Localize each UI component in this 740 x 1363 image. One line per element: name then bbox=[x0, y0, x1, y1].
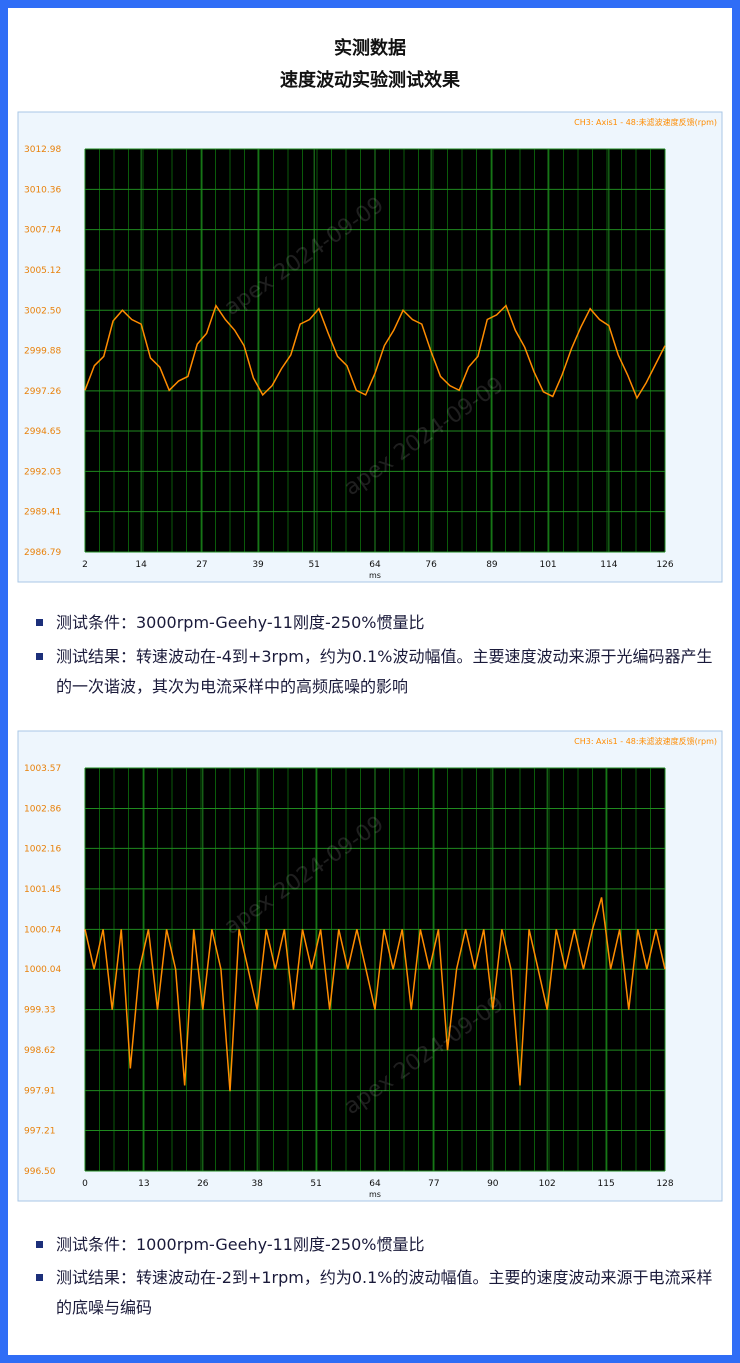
x-tick-label: 126 bbox=[656, 560, 673, 570]
x-axis-label: ms bbox=[369, 571, 381, 580]
y-tick-label: 3007.74 bbox=[24, 226, 61, 236]
x-axis-label: ms bbox=[369, 1190, 381, 1199]
x-tick-label: 64 bbox=[369, 560, 381, 570]
y-tick-label: 2997.26 bbox=[24, 387, 61, 397]
x-tick-label: 128 bbox=[656, 1179, 673, 1189]
x-tick-label: 13 bbox=[138, 1179, 149, 1189]
y-tick-label: 997.91 bbox=[24, 1087, 56, 1097]
x-tick-label: 76 bbox=[425, 560, 437, 570]
y-tick-label: 2999.88 bbox=[24, 347, 61, 357]
y-tick-label: 1002.16 bbox=[24, 844, 61, 854]
y-tick-label: 1000.74 bbox=[24, 925, 61, 935]
charts: 2986.792989.412992.032994.652997.262999.… bbox=[17, 111, 723, 1202]
y-tick-label: 2986.79 bbox=[24, 548, 61, 558]
y-tick-label: 2992.03 bbox=[24, 467, 61, 477]
x-tick-label: 102 bbox=[539, 1179, 556, 1189]
x-tick-label: 0 bbox=[82, 1179, 88, 1189]
y-tick-label: 998.62 bbox=[24, 1046, 56, 1056]
legend-label: CH3: Axis1 - 48:未滤波速度反馈(rpm) bbox=[574, 736, 717, 746]
y-tick-label: 1001.45 bbox=[24, 885, 61, 895]
y-tick-label: 3010.36 bbox=[24, 185, 61, 195]
x-tick-label: 14 bbox=[135, 560, 147, 570]
x-tick-label: 39 bbox=[252, 560, 264, 570]
x-tick-label: 26 bbox=[197, 1179, 209, 1189]
x-tick-label: 101 bbox=[539, 560, 556, 570]
x-tick-label: 89 bbox=[486, 560, 498, 570]
x-tick-label: 51 bbox=[308, 560, 319, 570]
x-tick-label: 38 bbox=[251, 1179, 263, 1189]
x-tick-label: 77 bbox=[428, 1179, 439, 1189]
y-tick-label: 2994.65 bbox=[24, 427, 61, 437]
y-tick-label: 3005.12 bbox=[24, 266, 61, 276]
subtitle: 速度波动实验测试效果 bbox=[280, 70, 460, 91]
line bbox=[84, 303, 666, 400]
y-tick-label: 1003.57 bbox=[24, 764, 61, 774]
y-tick-label: 999.33 bbox=[24, 1006, 56, 1016]
line bbox=[84, 897, 666, 1092]
y-tick-label: 3012.98 bbox=[24, 145, 61, 155]
note: 测试结果：转速波动在-4到+3rpm，约为0.1%波动幅值。主要速度波动来源于光… bbox=[36, 642, 716, 702]
y-tick-label: 3002.50 bbox=[24, 306, 61, 316]
x-tick-label: 2 bbox=[82, 560, 88, 570]
x-tick-label: 115 bbox=[598, 1179, 615, 1189]
y-tick-label: 1002.86 bbox=[24, 804, 61, 814]
y-tick-label: 996.50 bbox=[24, 1167, 56, 1177]
note: 测试结果：转速波动在-2到+1rpm，约为0.1%的波动幅值。主要的速度波动来源… bbox=[36, 1263, 716, 1323]
note: 测试条件：1000rpm-Geehy-11刚度-250%惯量比 bbox=[36, 1230, 716, 1260]
x-tick-label: 64 bbox=[369, 1179, 381, 1189]
legend-label: CH3: Axis1 - 48:未滤波速度反馈(rpm) bbox=[574, 117, 717, 127]
title: 实测数据 bbox=[334, 38, 406, 59]
y-tick-label: 997.21 bbox=[24, 1127, 56, 1137]
y-tick-label: 1000.04 bbox=[24, 965, 61, 975]
x-tick-label: 27 bbox=[196, 560, 207, 570]
note: 测试条件：3000rpm-Geehy-11刚度-250%惯量比 bbox=[36, 608, 716, 638]
x-tick-label: 90 bbox=[487, 1179, 499, 1189]
y-tick-label: 2989.41 bbox=[24, 508, 61, 518]
x-tick-label: 114 bbox=[600, 560, 617, 570]
x-tick-label: 51 bbox=[310, 1179, 321, 1189]
